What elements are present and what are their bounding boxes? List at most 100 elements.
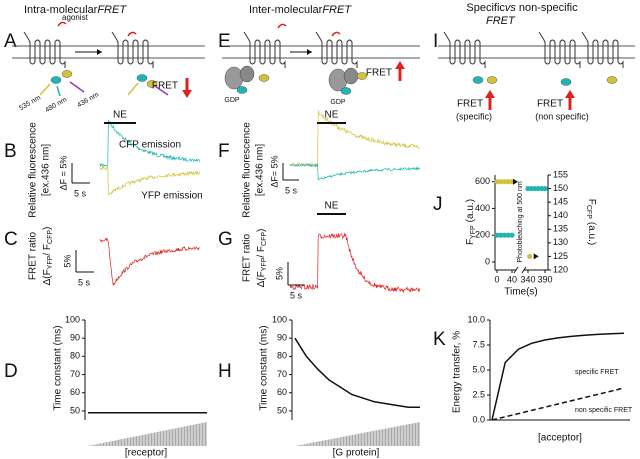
text-part: Specific	[466, 2, 505, 14]
y-tick-label: 600	[475, 176, 490, 186]
label: Time constant (ms)	[259, 325, 270, 410]
y2-tick-label: 155	[553, 169, 568, 179]
arrowhead	[513, 178, 518, 185]
data-point	[542, 185, 548, 192]
label: 480 nm	[44, 96, 68, 114]
y-tick-label: 90	[70, 333, 80, 343]
data-point	[498, 232, 504, 238]
text-part: / F	[42, 244, 53, 256]
text-part: non-specific	[519, 2, 578, 14]
heading: Inter-molecularFRET	[249, 4, 352, 16]
label: 5 s	[285, 185, 298, 195]
emission-arrow	[127, 82, 139, 96]
fret-arrow	[398, 69, 402, 81]
label: 436 nm	[76, 91, 100, 109]
fret-arrow	[565, 90, 575, 98]
label: Time constant (ms)	[53, 325, 64, 410]
trace	[289, 162, 420, 181]
y-tick-label: 70	[277, 369, 287, 379]
axis-break	[521, 266, 527, 274]
excitation-arrow	[69, 81, 85, 93]
label: FRET	[537, 99, 563, 110]
label: 5 s	[74, 188, 87, 198]
label: ΔF = 5%	[58, 156, 68, 191]
data-point	[505, 179, 511, 185]
label: 535 nm	[18, 94, 42, 112]
data-point	[498, 179, 504, 185]
text-part: vs	[505, 2, 517, 14]
y2-tick-label: 125	[553, 251, 568, 261]
data-point	[494, 232, 500, 238]
label: [G protein]	[333, 448, 380, 459]
fluorophore	[356, 72, 368, 80]
data-point	[501, 232, 508, 238]
text-part: Intra-molecular	[24, 4, 98, 16]
trace	[99, 120, 200, 167]
y2-tick-label: 145	[553, 197, 568, 207]
panel-letter: F	[218, 141, 230, 162]
curve	[491, 387, 625, 421]
heading: FRET	[486, 15, 516, 27]
y-tick-label: 80	[70, 351, 80, 361]
y2-tick-label: 150	[553, 183, 568, 193]
excitation-arrow	[154, 85, 169, 96]
label: FRET	[366, 68, 392, 79]
y-tick-label: 50	[277, 405, 287, 415]
fluorophore	[486, 76, 498, 84]
y2-tick-label: 130	[553, 237, 568, 247]
trace	[99, 165, 200, 196]
panel-letter: G	[218, 229, 233, 250]
text-part: CFP	[47, 230, 54, 244]
label: [acceptor]	[538, 433, 582, 444]
y-tick-label: 2.5	[472, 389, 485, 399]
receptor	[315, 31, 358, 68]
label: FRET	[152, 81, 178, 92]
label: FRET ratio	[28, 231, 39, 280]
curve	[491, 332, 625, 421]
x-tick-label: 390	[537, 274, 552, 284]
text-part: (a.u.)	[465, 199, 476, 222]
y-tick-label: 60	[277, 387, 287, 397]
emission-arrow	[39, 83, 51, 96]
receptor	[243, 31, 286, 68]
label: GDP	[330, 99, 346, 106]
text-part: Inter-molecular	[249, 4, 323, 16]
label: Relative fluorescence	[28, 122, 39, 218]
agonist	[127, 31, 137, 37]
label: (non specific)	[535, 111, 589, 121]
y2-tick-label: 140	[553, 210, 568, 220]
receptor	[23, 31, 66, 68]
fret-arrow	[185, 78, 189, 90]
arrowhead	[533, 253, 539, 260]
label: agonist	[62, 13, 89, 22]
label: ΔF= 5%	[269, 155, 279, 187]
fluorophore	[61, 70, 73, 78]
concentration-wedge	[88, 422, 207, 446]
heading: Specificvs non-specific	[466, 2, 578, 14]
receptor	[581, 31, 624, 68]
panel-letter: I	[433, 31, 438, 52]
text-part: (a.u.)	[586, 222, 597, 245]
y-tick-label: 200	[475, 230, 490, 240]
text-part: / F	[256, 246, 267, 258]
text-part: FRET	[322, 4, 352, 16]
agonist	[277, 23, 287, 29]
y-tick-label: 80	[277, 351, 287, 361]
panel-letter: J	[433, 194, 443, 215]
y-tick-label: 5.0	[472, 364, 485, 374]
fluorophore	[50, 76, 62, 84]
y-tick-label: 70	[70, 369, 80, 379]
label: [ex.436 nm]	[41, 144, 52, 196]
emission-arrow	[56, 85, 61, 97]
concentration-wedge	[295, 422, 420, 446]
arrowhead	[97, 49, 102, 55]
y-tick-label: 50	[70, 405, 80, 415]
legend-label: specific FRET	[575, 369, 619, 376]
panel-letter: C	[4, 229, 18, 250]
label: YFP emission	[141, 191, 203, 202]
text-part: F	[465, 239, 476, 245]
fret-arrow	[488, 98, 492, 110]
data-point	[501, 179, 508, 185]
y2-tick-label: 135	[553, 224, 568, 234]
